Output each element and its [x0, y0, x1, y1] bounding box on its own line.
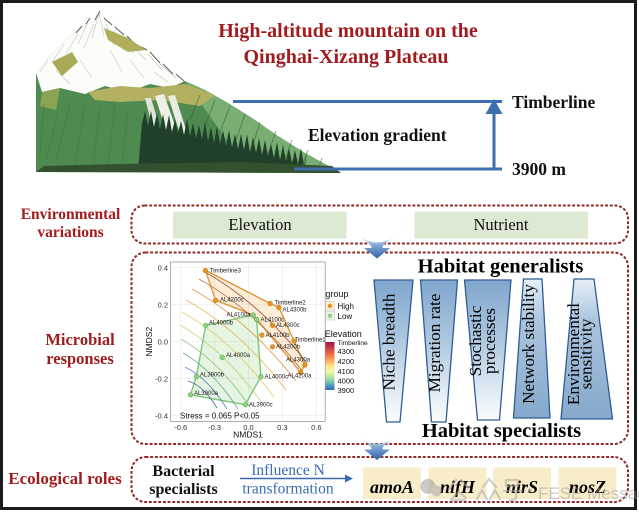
svg-text:AL4200b: AL4200b [276, 345, 301, 351]
svg-text:-0.4: -0.4 [155, 411, 168, 420]
svg-text:-0.2: -0.2 [155, 374, 168, 383]
svg-text:Qinghai-Xizang Plateau: Qinghai-Xizang Plateau [243, 46, 448, 68]
svg-text:Influence N: Influence N [251, 462, 325, 479]
svg-text:nosZ: nosZ [569, 477, 606, 497]
svg-text:4100: 4100 [338, 367, 355, 376]
svg-text:AL4300b: AL4300b [283, 308, 308, 314]
svg-text:High: High [338, 302, 354, 311]
svg-text:transformation: transformation [242, 481, 334, 498]
svg-text:AL4200a: AL4200a [288, 374, 313, 380]
svg-text:Stochasticprocesses: Stochasticprocesses [466, 305, 499, 376]
svg-text:Low: Low [338, 312, 353, 321]
svg-text:Stress = 0.065 P<0.05: Stress = 0.065 P<0.05 [180, 412, 260, 421]
svg-text:-0.3: -0.3 [208, 423, 221, 432]
svg-text:AL4000a: AL4000a [226, 353, 251, 359]
svg-text:NMDS2: NMDS2 [144, 327, 154, 357]
svg-text:group: group [325, 289, 348, 299]
svg-text:AL3900a: AL3900a [194, 391, 219, 397]
svg-text:0.6: 0.6 [311, 423, 321, 432]
svg-text:AL4100b: AL4100b [266, 333, 291, 339]
svg-text:Timberline1: Timberline1 [295, 338, 327, 344]
svg-text:Environmentalsensitivity: Environmentalsensitivity [564, 303, 596, 405]
svg-text:Niche breadth: Niche breadth [380, 293, 399, 390]
svg-text:0.2: 0.2 [158, 300, 168, 309]
svg-text:Elevation gradient: Elevation gradient [308, 125, 447, 145]
svg-text:NMDS1: NMDS1 [233, 430, 263, 440]
svg-text:Environmental: Environmental [21, 206, 121, 223]
svg-text:Timberline2: Timberline2 [275, 301, 307, 307]
svg-text:Nutrient: Nutrient [474, 215, 529, 234]
svg-text:Timberline3: Timberline3 [210, 269, 242, 275]
svg-text:3900: 3900 [338, 386, 355, 395]
svg-text:variations: variations [37, 224, 103, 241]
svg-text:AL4000c: AL4000c [265, 375, 289, 381]
svg-text:AL4300a: AL4300a [286, 358, 311, 364]
svg-text:AL3900b: AL3900b [200, 373, 225, 379]
svg-text:FESE Message: FESE Message [538, 484, 639, 503]
svg-text:Timberline: Timberline [338, 340, 368, 347]
svg-text:Habitat specialists: Habitat specialists [422, 420, 581, 442]
svg-text:High-altitude mountain on the: High-altitude mountain on the [218, 20, 478, 42]
svg-text:Elevation: Elevation [228, 215, 291, 234]
svg-text:responses: responses [46, 349, 114, 368]
svg-text:4300: 4300 [338, 347, 355, 356]
svg-text:3900 m: 3900 m [512, 159, 566, 179]
svg-text:0.3: 0.3 [277, 423, 287, 432]
svg-text:specialists: specialists [149, 481, 217, 498]
svg-text:Microbial: Microbial [45, 330, 115, 349]
svg-text:0.0: 0.0 [243, 423, 253, 432]
svg-text:Timberline: Timberline [512, 92, 596, 112]
svg-text:Bacterial: Bacterial [152, 463, 215, 480]
svg-text:AL4100a: AL4100a [226, 313, 251, 319]
svg-text:Network stability: Network stability [519, 284, 538, 404]
svg-text:amoA: amoA [370, 477, 414, 497]
svg-text:AL4100c: AL4100c [261, 318, 285, 324]
svg-text:0.0: 0.0 [158, 337, 168, 346]
svg-text:-0.6: -0.6 [174, 423, 187, 432]
svg-text:4200: 4200 [338, 357, 355, 366]
svg-text:AL4200c: AL4200c [220, 298, 244, 304]
svg-text:Habitat generalists: Habitat generalists [418, 256, 584, 278]
svg-text:Migration rate: Migration rate [425, 293, 444, 392]
svg-text:AL3900c: AL3900c [249, 403, 273, 409]
svg-text:Ecological roles: Ecological roles [8, 469, 122, 488]
svg-text:Elevation: Elevation [325, 329, 362, 339]
svg-text:nifH: nifH [440, 477, 476, 497]
svg-text:AL4300c: AL4300c [276, 323, 300, 329]
svg-text:0.4: 0.4 [158, 263, 168, 272]
svg-text:4000: 4000 [338, 377, 355, 386]
svg-text:AL4000b: AL4000b [209, 321, 234, 327]
